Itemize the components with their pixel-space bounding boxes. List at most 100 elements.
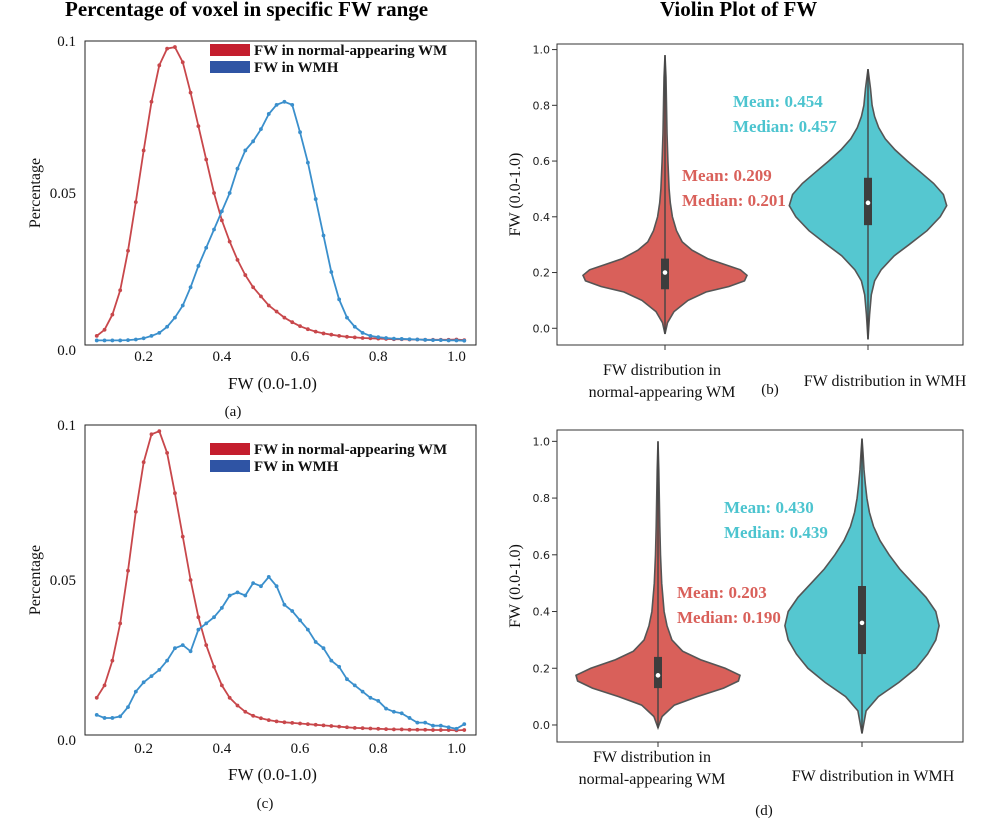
- data-point: [321, 233, 326, 238]
- data-point: [227, 239, 232, 244]
- data-point: [227, 695, 232, 700]
- data-point: [157, 330, 162, 335]
- data-point: [391, 336, 396, 341]
- data-point: [391, 709, 396, 714]
- data-point: [149, 674, 154, 678]
- data-point: [180, 643, 185, 647]
- violin-iqr-box: [858, 586, 866, 655]
- data-point: [352, 324, 357, 329]
- data-point: [235, 703, 240, 708]
- series-line-blue: [96, 575, 465, 730]
- y-tick-label: 0.0: [533, 719, 551, 732]
- data-point: [266, 575, 271, 579]
- violin-chart-d: 0.0 0.2 0.4 0.6 0.8 1.0 FW (0.0-1.0) FW distrib…: [507, 429, 964, 819]
- stat-annotation: Median: 0.457: [733, 117, 837, 136]
- data-point: [329, 332, 334, 337]
- data-point: [110, 312, 115, 317]
- data-point: [376, 699, 381, 703]
- data-point: [274, 719, 279, 724]
- data-point: [415, 337, 420, 342]
- data-point: [219, 209, 224, 214]
- data-point: [360, 330, 365, 335]
- data-point: [133, 337, 138, 342]
- y-tick-label: 0.2: [533, 267, 551, 280]
- data-point: [454, 726, 459, 731]
- y-tick-label: 1.0: [533, 435, 551, 448]
- data-point: [212, 227, 216, 232]
- category-label: FW distribution in: [593, 749, 711, 766]
- data-point: [438, 728, 443, 732]
- data-point: [438, 338, 443, 343]
- legend-label: FW in normal-appearing WM: [254, 442, 447, 458]
- data-point: [462, 338, 467, 343]
- data-point: [165, 324, 170, 329]
- violin-charts-title: Violin Plot of FW: [660, 0, 818, 21]
- legend-label: FW in WMH: [254, 459, 339, 475]
- y-tick-label: 0.0: [57, 733, 76, 749]
- data-point: [446, 725, 451, 730]
- data-point: [204, 157, 209, 162]
- y-tick-label: 0.0: [57, 343, 76, 359]
- x-tick-label: 1.0: [447, 349, 466, 365]
- data-point: [282, 99, 287, 104]
- data-point: [94, 333, 99, 338]
- data-point: [305, 160, 310, 165]
- category-label: normal-appearing WM: [579, 771, 726, 788]
- x-tick-label: 0.4: [212, 349, 231, 365]
- x-tick-label: 0.8: [369, 741, 388, 757]
- data-point: [219, 218, 224, 223]
- data-point: [360, 689, 365, 694]
- data-point: [298, 721, 302, 726]
- data-point: [227, 191, 232, 195]
- data-point: [266, 303, 271, 308]
- y-tick-label: 0.1: [57, 34, 76, 50]
- x-tick-label: 0.2: [134, 349, 153, 365]
- data-point: [259, 294, 263, 299]
- data-point: [407, 727, 412, 732]
- data-point: [282, 602, 287, 607]
- y-tick-label: 0.8: [533, 492, 551, 505]
- category-label: FW distribution in WMH: [792, 768, 955, 785]
- violin-median-dot: [662, 270, 668, 275]
- data-point: [352, 683, 357, 688]
- data-point: [118, 288, 123, 293]
- data-point: [274, 102, 279, 107]
- data-point: [212, 191, 216, 195]
- panel-caption: (d): [755, 803, 773, 819]
- y-axis-label: Percentage: [27, 545, 44, 615]
- data-point: [188, 649, 193, 654]
- data-point: [431, 338, 435, 343]
- y-tick-label: 0.05: [50, 573, 76, 589]
- data-point: [180, 60, 185, 65]
- data-point: [196, 627, 201, 632]
- data-point: [376, 726, 381, 731]
- data-point: [94, 338, 99, 343]
- data-point: [368, 726, 373, 731]
- data-point: [110, 338, 115, 343]
- violin-median-dot: [865, 200, 871, 206]
- data-point: [313, 329, 318, 334]
- data-point: [384, 727, 388, 732]
- data-point: [368, 695, 373, 700]
- data-point: [259, 584, 263, 589]
- data-point: [423, 727, 428, 732]
- violin-chart-b: 0.0 0.2 0.4 0.6 0.8 1.0 FW (0.0-1.0) FW distrib…: [507, 43, 967, 401]
- data-point: [329, 270, 334, 274]
- data-point: [438, 723, 443, 728]
- data-point: [321, 331, 326, 336]
- data-point: [102, 683, 107, 688]
- stat-annotation: Mean: 0.454: [733, 92, 823, 111]
- violin-median-dot: [859, 620, 865, 626]
- data-point: [180, 303, 185, 308]
- y-tick-label: 0.2: [533, 662, 551, 675]
- plot-frame: [84, 424, 477, 736]
- data-point: [462, 728, 467, 732]
- data-point: [360, 726, 365, 731]
- stat-annotation: Median: 0.190: [677, 608, 781, 627]
- data-point: [282, 315, 287, 320]
- x-tick-label: 0.2: [134, 741, 153, 757]
- data-point: [313, 197, 318, 201]
- data-point: [305, 627, 310, 632]
- y-tick-label: 0.8: [533, 99, 551, 112]
